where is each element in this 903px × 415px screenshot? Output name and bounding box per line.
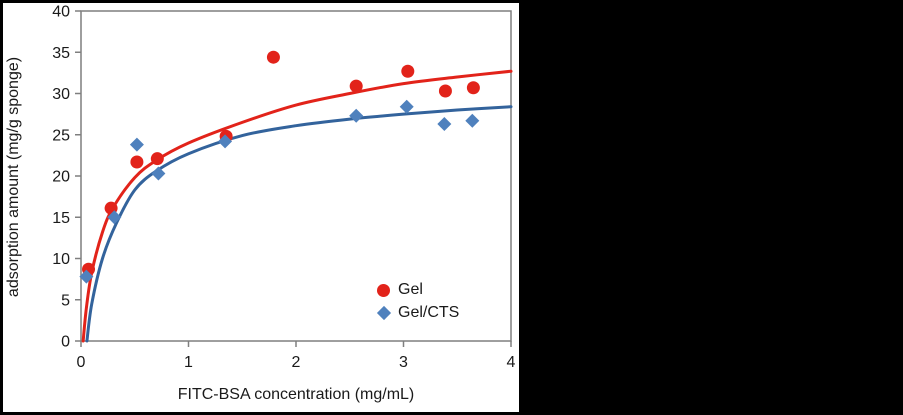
x-tick-label: 4 (507, 354, 516, 371)
x-tick-label: 1 (184, 354, 193, 371)
x-axis-title: FITC-BSA concentration (mg/mL) (177, 386, 415, 403)
y-tick-label: 15 (52, 210, 70, 227)
y-tick-label: 35 (52, 45, 70, 62)
y-tick-label: 20 (52, 169, 70, 186)
legend-label-gelcts: Gel/CTS (398, 304, 460, 321)
gelcts-data-point (107, 210, 122, 225)
gel-circle-icon (377, 283, 390, 297)
x-tick-label: 2 (292, 354, 301, 371)
legend-item-gel: Gel (377, 280, 459, 300)
x-tick-label: 3 (399, 354, 408, 371)
y-tick-label: 5 (61, 292, 70, 309)
gel-data-point (266, 50, 280, 64)
gelcts-data-point (79, 269, 94, 284)
legend-label-gel: Gel (398, 281, 423, 298)
gel-data-point (438, 84, 452, 98)
gelcts-trendline (85, 105, 513, 343)
gelcts-data-point (129, 137, 144, 152)
gel-data-point (349, 79, 363, 93)
gelcts-diamond-icon (376, 305, 391, 321)
gel-data-point (150, 152, 164, 166)
y-tick-label: 0 (61, 334, 70, 351)
gelcts-data-point (437, 117, 452, 132)
y-tick-label: 25 (52, 127, 70, 144)
gelcts-data-point (349, 108, 364, 123)
y-axis-title: adsorption amount (mg/g sponge) (5, 56, 22, 298)
chart-panel: 0 1 2 3 4 0 5 10 15 20 25 30 35 40 FITC-BSA concentra… (3, 3, 519, 412)
legend: Gel Gel/CTS (376, 280, 460, 323)
gelcts-data-point (465, 113, 480, 128)
gelcts-data-point (399, 99, 414, 114)
y-tick-label: 30 (52, 86, 70, 103)
legend-item-gelcts: Gel/CTS (376, 303, 460, 323)
y-tick-label: 40 (52, 4, 70, 21)
gelcts-data-point (151, 166, 166, 181)
gel-data-point (466, 81, 480, 95)
x-tick-label: 0 (77, 354, 86, 371)
gelcts-data-point (218, 134, 233, 149)
gel-data-point (401, 64, 415, 78)
y-tick-label: 10 (52, 251, 70, 268)
gel-data-point (130, 155, 144, 169)
